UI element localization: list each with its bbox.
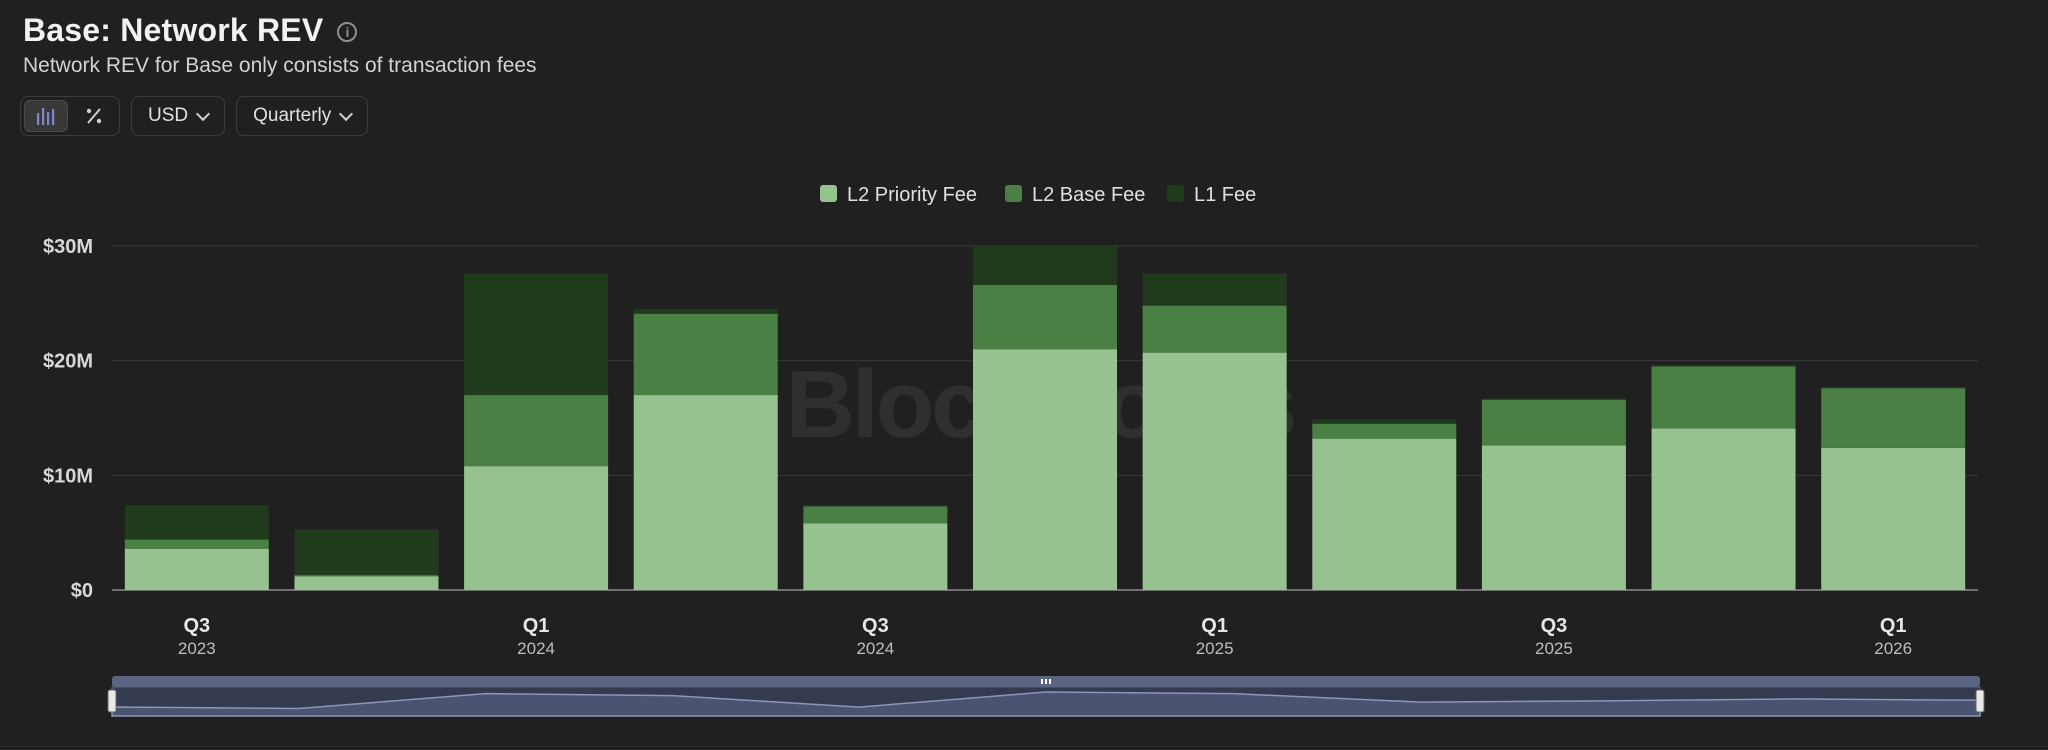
period-label: Quarterly [253,105,332,126]
grip-icon [1041,679,1043,684]
bar-segment[interactable] [1142,273,1287,306]
bar-segment[interactable] [124,539,269,549]
x-tick-sublabel: 2025 [1196,639,1234,658]
period-dropdown[interactable]: Quarterly [236,96,369,136]
bar-segment[interactable] [633,309,778,314]
chart-subtitle: Network REV for Base only consists of tr… [23,54,537,77]
bar-segment[interactable] [1651,366,1796,429]
navigator-left-handle[interactable] [107,689,117,713]
currency-dropdown[interactable]: USD [131,96,226,136]
x-tick-label: Q3 [183,615,210,637]
currency-label: USD [148,105,189,126]
bar-segment[interactable] [1481,398,1626,400]
absolute-view-button[interactable] [24,100,68,132]
bar-segment[interactable] [973,349,1117,590]
bar-segment[interactable] [1821,388,1966,448]
bar-segment[interactable] [803,505,948,507]
bar-segment[interactable] [1651,365,1796,367]
x-tick-sublabel: 2024 [856,639,894,658]
x-tick-label: Q3 [862,615,889,637]
bar-segment[interactable] [1821,387,1966,389]
bar-segment[interactable] [1142,352,1287,590]
view-toggle [20,96,120,136]
x-tick-sublabel: 2025 [1535,639,1573,658]
bar-segment[interactable] [803,523,948,590]
x-tick-label: Q1 [1880,615,1907,637]
bar-segment[interactable] [1651,428,1796,590]
bar-segment[interactable] [294,529,439,576]
x-tick-label: Q1 [1201,615,1228,637]
x-tick-sublabel: 2024 [517,639,555,658]
legend-swatch [1167,185,1184,202]
grip-icon [1045,679,1047,684]
bar-segment[interactable] [124,548,269,590]
legend-swatch [820,185,837,202]
bar-segment[interactable] [973,284,1117,350]
bar-segment[interactable] [124,505,269,540]
chart-controls: USD Quarterly [20,96,369,136]
bar-segment[interactable] [294,576,439,590]
bar-segment[interactable] [1312,419,1457,424]
y-tick-label: $20M [43,351,93,373]
y-tick-label: $0 [71,580,93,602]
bar-segment[interactable] [1312,438,1457,590]
bar-segment[interactable] [633,395,778,590]
chart-title: Base: Network REV [23,12,324,48]
x-tick-label: Q1 [523,615,550,637]
grip-icon [1049,679,1051,684]
title-row: Base: Network REV i [23,12,358,49]
bar-chart-icon [37,108,55,125]
legend-item-label[interactable]: L1 Fee [1194,184,1256,206]
bar-segment[interactable] [973,246,1117,285]
bar-segment[interactable] [1142,305,1287,353]
bar-segment[interactable] [803,506,948,524]
bar-segment[interactable] [464,395,609,467]
bar-segment[interactable] [294,575,439,577]
percent-view-button[interactable] [72,100,116,132]
x-tick-sublabel: 2023 [178,639,216,658]
y-tick-label: $10M [43,465,93,487]
bar-segment[interactable] [1312,423,1457,439]
y-tick-label: $30M [43,236,93,258]
x-tick-label: Q3 [1541,615,1568,637]
bar-segment[interactable] [464,273,609,396]
bar-segment[interactable] [1481,445,1626,590]
percent-icon [86,108,102,124]
divider [0,746,2048,747]
bar-segment[interactable] [633,313,778,396]
navigator-series [111,691,1981,717]
legend-item-label[interactable]: L2 Base Fee [1032,184,1145,206]
navigator-right-handle[interactable] [1975,689,1985,713]
bar-segment[interactable] [1481,399,1626,446]
legend-item-label[interactable]: L2 Priority Fee [847,184,977,206]
legend-swatch [1005,185,1022,202]
info-icon[interactable]: i [337,22,358,42]
bar-segment[interactable] [464,466,609,590]
x-tick-sublabel: 2026 [1874,639,1912,658]
bar-segment[interactable] [1821,447,1966,590]
